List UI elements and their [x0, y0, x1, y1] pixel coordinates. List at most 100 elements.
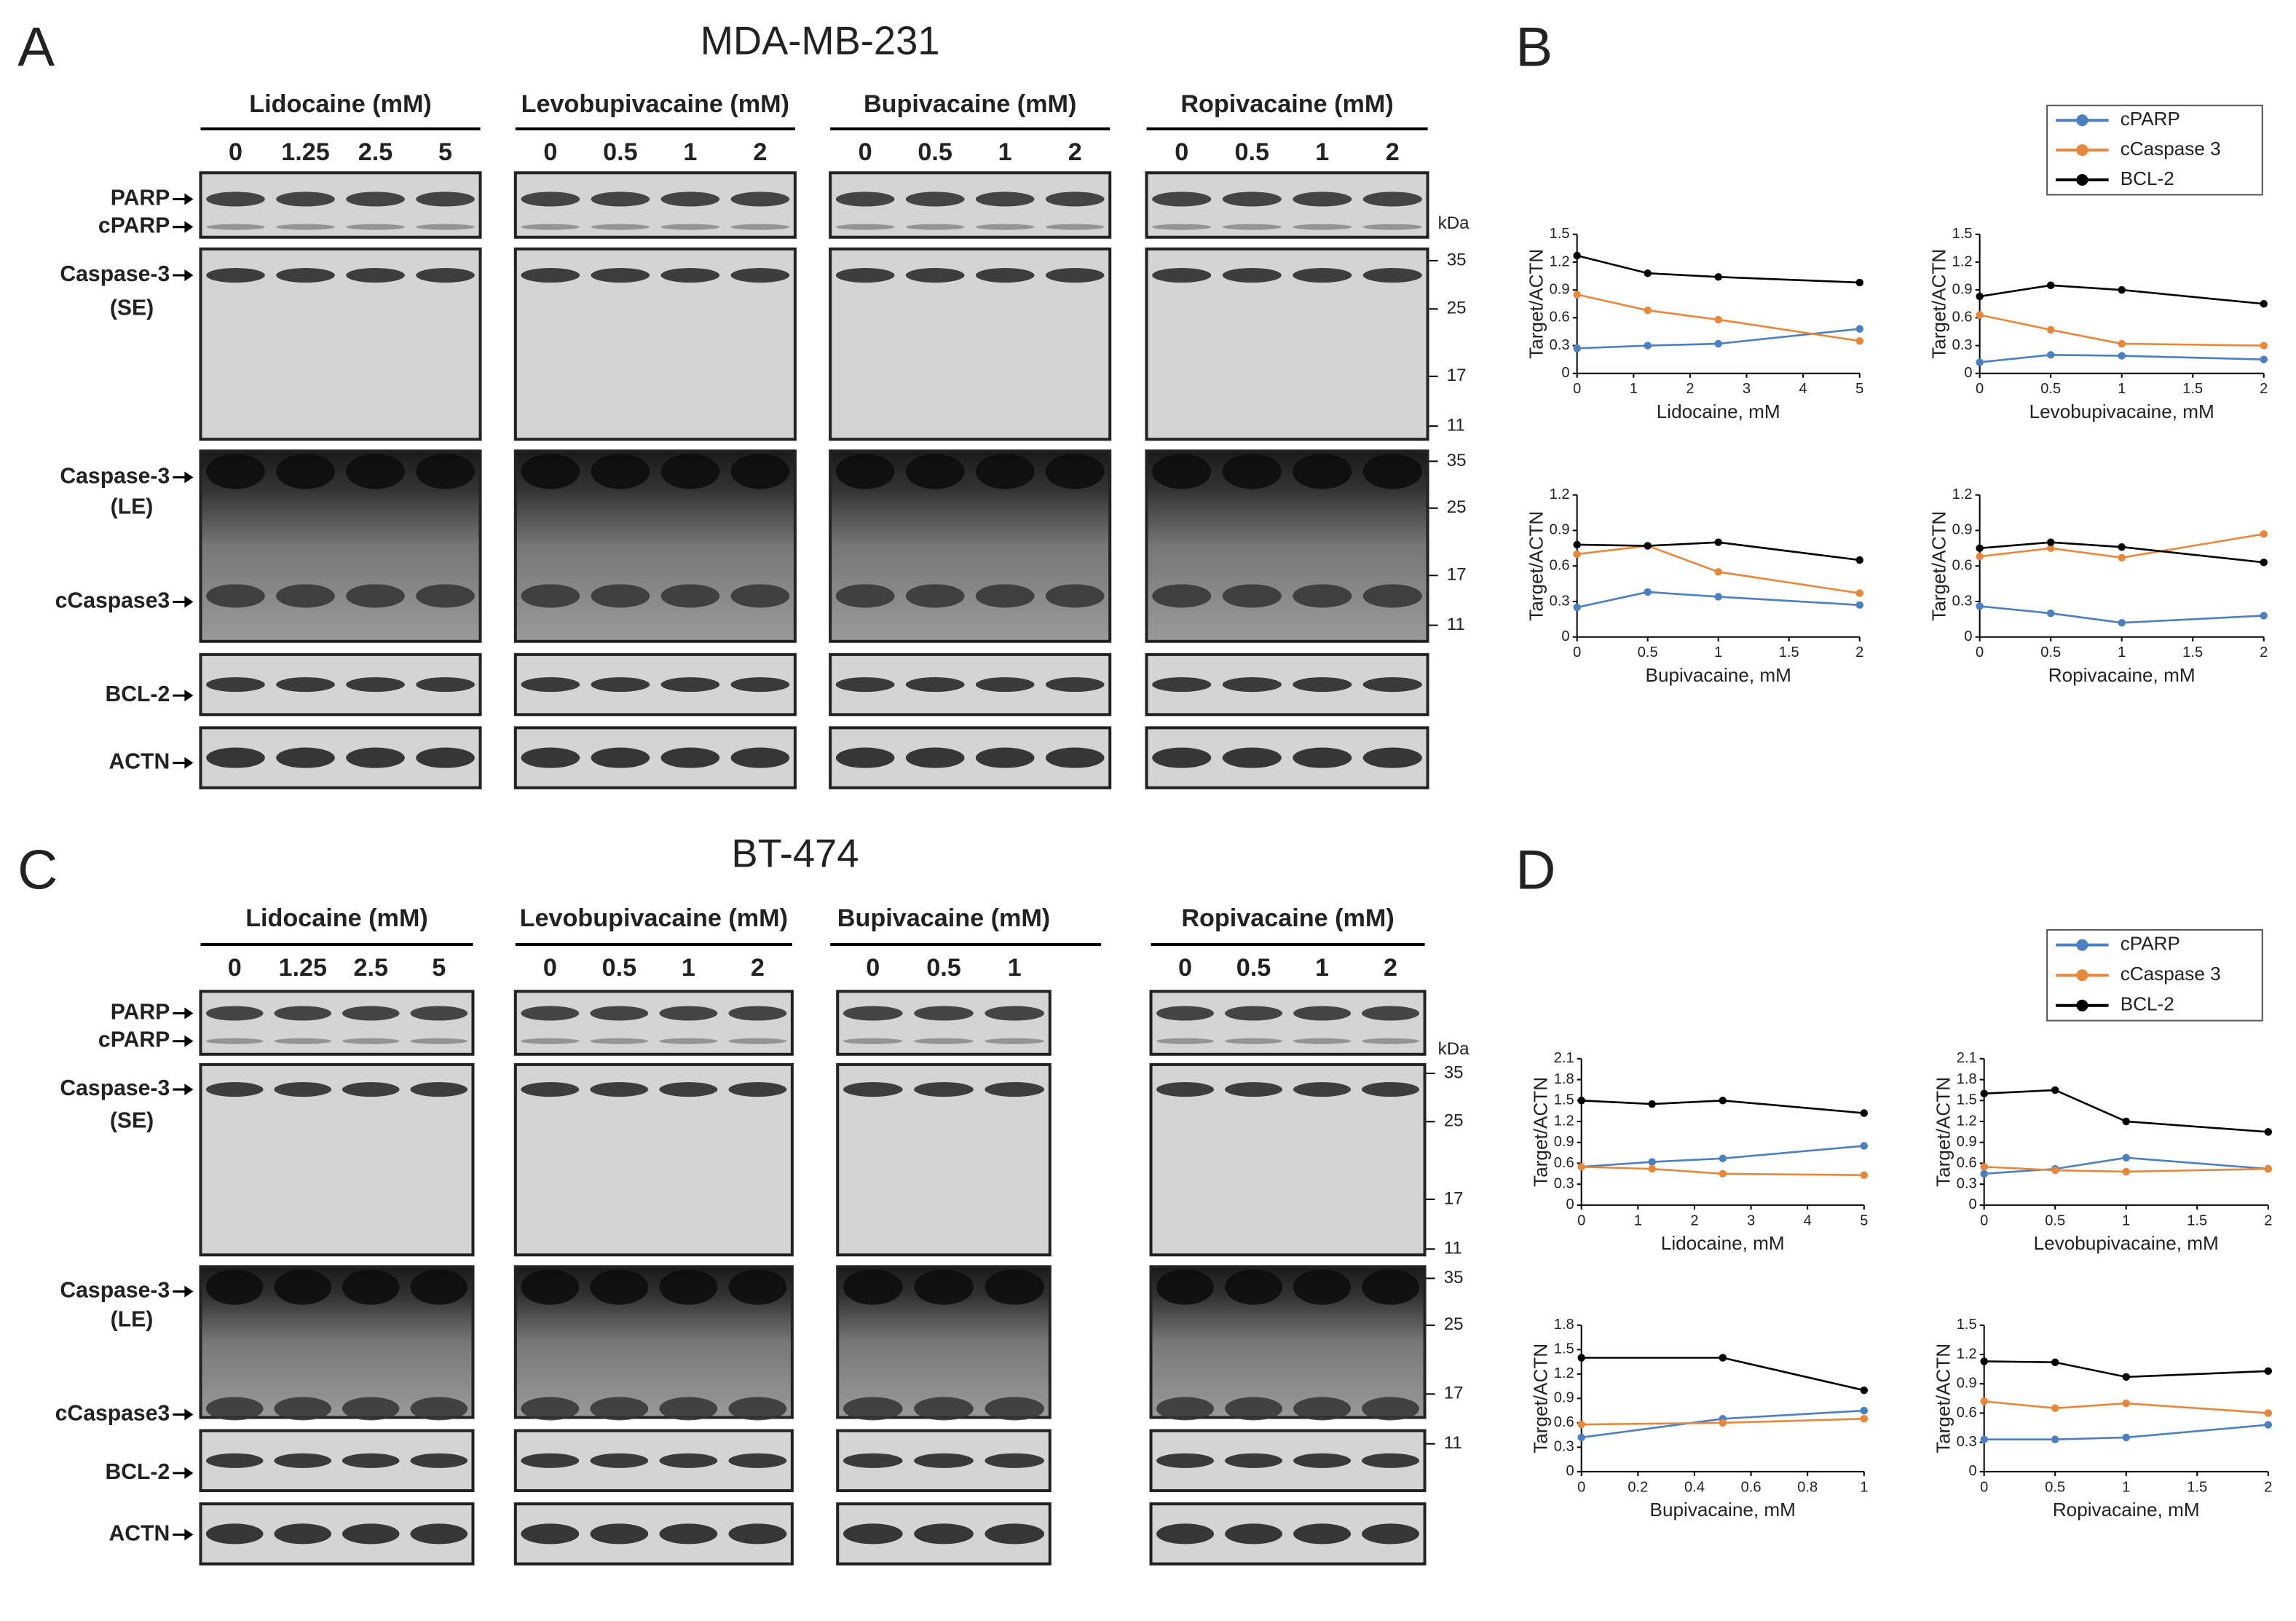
blot-box	[513, 1062, 794, 1257]
y-tick-label: 1.2	[1550, 253, 1570, 269]
band	[521, 584, 580, 608]
band	[1045, 584, 1105, 608]
band	[521, 1038, 580, 1044]
band	[1156, 1269, 1215, 1305]
band	[521, 1269, 580, 1305]
data-point	[1644, 269, 1652, 277]
band	[591, 584, 650, 608]
data-point	[2118, 285, 2126, 294]
y-axis-label: Target/ACTN	[1525, 511, 1547, 621]
legend-label: cPARP	[2121, 933, 2180, 955]
data-point	[2051, 1166, 2059, 1175]
data-point	[2046, 281, 2055, 290]
band	[659, 1269, 718, 1305]
y-tick-label: 0.3	[1957, 1434, 1977, 1450]
band	[1362, 1523, 1420, 1545]
y-axis-label: Target/ACTN	[1529, 1344, 1551, 1454]
y-tick-label: 1.2	[1554, 1113, 1574, 1129]
protein-label: cPARP	[98, 214, 170, 238]
x-tick-label: 1	[1634, 1212, 1642, 1228]
band	[206, 677, 265, 693]
band	[985, 1453, 1044, 1468]
band	[659, 1038, 718, 1044]
x-tick-label: 0.5	[2045, 1479, 2065, 1495]
protein-label: BCL-2	[105, 1460, 170, 1484]
data-point	[1714, 339, 1722, 348]
arrow-head	[184, 471, 194, 484]
band	[1362, 677, 1422, 693]
y-tick-label: 2.1	[1957, 1050, 1977, 1066]
y-tick-label: 1.2	[1550, 486, 1570, 502]
data-point	[1980, 1435, 1988, 1443]
panel-title: MDA-MB-231	[701, 19, 940, 63]
x-tick-label: 2	[1690, 1212, 1698, 1228]
data-point	[1573, 603, 1581, 612]
band	[1293, 1038, 1352, 1044]
band	[730, 454, 790, 489]
band	[1293, 224, 1352, 230]
band	[410, 1397, 468, 1421]
data-point	[1980, 1089, 1988, 1097]
x-tick-label: 0.5	[2045, 1212, 2065, 1228]
protein-label: Caspase-3	[60, 262, 170, 286]
series-line	[1984, 1156, 2268, 1175]
band	[985, 1082, 1044, 1097]
band	[521, 677, 580, 693]
band	[1222, 584, 1282, 608]
data-point	[1719, 1097, 1727, 1105]
band	[659, 1082, 718, 1097]
band	[1362, 1006, 1420, 1021]
band	[1225, 1082, 1283, 1097]
series-line	[1577, 591, 1860, 609]
band	[730, 584, 790, 608]
data-point	[1860, 1406, 1869, 1415]
band	[1293, 192, 1352, 207]
band	[276, 267, 335, 283]
data-point	[1648, 1158, 1656, 1166]
data-point	[1714, 315, 1722, 324]
data-point	[2122, 1167, 2130, 1176]
band	[416, 192, 475, 207]
data-point	[1855, 325, 1863, 333]
protein-label: Caspase-3	[60, 1279, 170, 1303]
x-tick-label: 5	[1855, 381, 1863, 397]
y-tick-label: 1.5	[1550, 226, 1570, 242]
y-tick-label: 0	[1968, 1463, 1976, 1479]
y-tick-label: 0	[1566, 1196, 1574, 1212]
band	[521, 1453, 580, 1468]
band	[1222, 192, 1282, 207]
marker-label: 25	[1444, 1314, 1464, 1334]
band	[590, 1397, 649, 1421]
data-point	[1577, 1420, 1585, 1429]
y-tick-label: 0.9	[1952, 281, 1973, 297]
band	[346, 584, 405, 608]
band	[205, 1523, 264, 1545]
dose-label: 0	[1175, 138, 1188, 166]
band	[1156, 1038, 1215, 1044]
band	[659, 1523, 718, 1545]
data-point	[1855, 601, 1863, 610]
band	[728, 1397, 787, 1421]
panel-letter: A	[17, 17, 55, 79]
dose-label: 1	[1008, 954, 1022, 982]
band	[659, 1006, 718, 1021]
dose-label: 2	[1384, 954, 1397, 982]
series-line	[1984, 1089, 2268, 1133]
kda-unit: kDa	[1438, 213, 1469, 233]
x-tick-label: 0.5	[2040, 644, 2061, 660]
data-point	[1644, 342, 1652, 350]
x-tick-label: 1.5	[1779, 644, 1799, 660]
band	[975, 454, 1035, 489]
band	[843, 1453, 903, 1468]
series-line	[1979, 533, 2264, 559]
band	[985, 1397, 1044, 1421]
dose-label: 0.5	[1235, 138, 1270, 166]
y-tick-label: 1.5	[1554, 1092, 1574, 1108]
band	[659, 1397, 718, 1421]
dose-label: 0	[228, 954, 242, 982]
blot-box	[1149, 990, 1427, 1056]
y-tick-label: 1.2	[1957, 1113, 1977, 1129]
arrow-head	[184, 1467, 194, 1479]
y-tick-label: 0	[1561, 365, 1569, 381]
